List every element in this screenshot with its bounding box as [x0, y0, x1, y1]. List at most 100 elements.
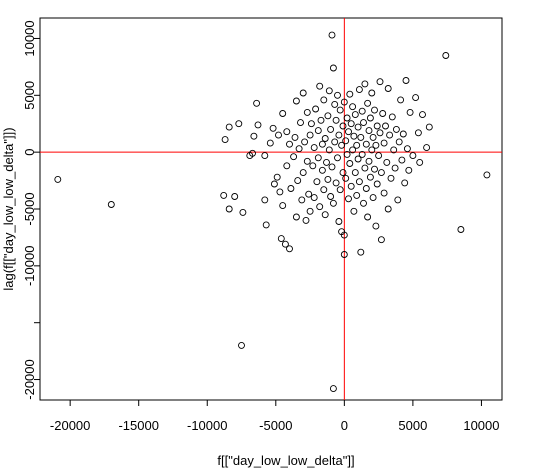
data-point — [277, 235, 285, 243]
data-point — [371, 165, 378, 173]
reference-lines — [40, 18, 502, 400]
data-point — [336, 186, 344, 194]
data-point — [318, 166, 326, 174]
data-point — [351, 169, 359, 177]
data-point — [369, 194, 377, 202]
y-tick-label: 5000 — [22, 81, 37, 110]
data-point — [299, 169, 307, 177]
y-tick-label: -20000 — [22, 359, 37, 399]
data-point — [483, 171, 491, 179]
data-point — [261, 152, 269, 160]
data-point — [373, 180, 381, 188]
data-point — [261, 196, 269, 204]
data-point — [340, 231, 348, 239]
data-point — [340, 98, 348, 106]
data-point — [350, 132, 358, 140]
data-point — [336, 106, 344, 114]
data-point — [373, 122, 381, 130]
data-point — [346, 160, 354, 167]
data-point — [406, 108, 414, 116]
data-point — [403, 145, 411, 153]
data-point — [316, 82, 324, 90]
data-point — [303, 157, 311, 165]
data-point — [376, 78, 384, 86]
data-point — [318, 140, 326, 148]
data-point — [383, 158, 391, 166]
data-point — [332, 179, 340, 187]
data-point — [394, 196, 402, 204]
data-point — [391, 164, 399, 172]
data-point — [325, 146, 333, 154]
data-point — [345, 128, 352, 136]
data-point — [321, 211, 329, 219]
data-point — [292, 97, 300, 105]
data-point — [366, 173, 374, 181]
data-point — [340, 251, 348, 258]
data-point — [297, 119, 304, 127]
data-point — [291, 133, 299, 141]
data-point — [392, 125, 400, 133]
data-point — [375, 152, 383, 160]
data-point — [329, 64, 337, 72]
x-axis-title: f[["day_low_low_delta"]] — [217, 453, 354, 468]
data-point — [331, 138, 339, 146]
data-point — [414, 129, 422, 137]
data-point — [353, 141, 361, 149]
data-point — [360, 199, 367, 207]
data-point — [313, 178, 321, 186]
data-point — [310, 194, 318, 202]
data-point — [357, 133, 365, 141]
data-point — [253, 99, 261, 107]
data-point — [362, 140, 370, 148]
data-point — [371, 106, 378, 114]
data-point — [292, 213, 300, 221]
data-point — [379, 110, 387, 117]
data-point — [342, 174, 350, 182]
data-point — [372, 141, 380, 149]
data-point — [350, 207, 358, 215]
data-point — [270, 180, 278, 188]
data-point — [399, 130, 407, 138]
data-point — [283, 128, 291, 136]
y-axis-title: lag(f[["day_low_low_delta"]]) — [1, 127, 16, 290]
data-point — [365, 157, 373, 165]
data-point — [345, 195, 352, 203]
data-point — [299, 89, 307, 97]
data-point — [329, 385, 337, 393]
data-point — [290, 153, 298, 161]
data-point — [302, 216, 310, 224]
data-point — [249, 149, 256, 157]
data-point — [221, 136, 229, 144]
data-point — [377, 169, 385, 177]
data-point — [306, 207, 314, 215]
data-point — [409, 152, 417, 160]
data-point — [369, 133, 377, 141]
data-point — [220, 191, 228, 199]
x-tick-label: 5000 — [398, 418, 427, 433]
data-point — [390, 146, 398, 154]
data-point — [365, 127, 373, 135]
data-point — [239, 208, 247, 216]
data-point — [343, 114, 351, 122]
data-point — [366, 114, 374, 122]
x-tick-label: 0 — [341, 418, 348, 433]
data-point — [442, 52, 450, 59]
data-point — [354, 123, 362, 131]
data-point — [321, 135, 329, 142]
data-point — [372, 222, 380, 230]
data-point — [312, 105, 320, 113]
data-point — [305, 190, 313, 198]
data-point — [347, 120, 355, 128]
y-axis: -20000 -10000 -5000 0 5000 10000 — [22, 20, 40, 400]
data-point — [419, 111, 426, 119]
data-point — [225, 205, 233, 213]
data-point — [332, 116, 340, 124]
data-point — [327, 193, 335, 200]
data-point — [361, 164, 369, 172]
data-point — [358, 150, 366, 158]
data-point — [250, 132, 258, 140]
data-point — [347, 182, 355, 190]
data-point — [334, 91, 341, 99]
data-point — [328, 31, 336, 39]
